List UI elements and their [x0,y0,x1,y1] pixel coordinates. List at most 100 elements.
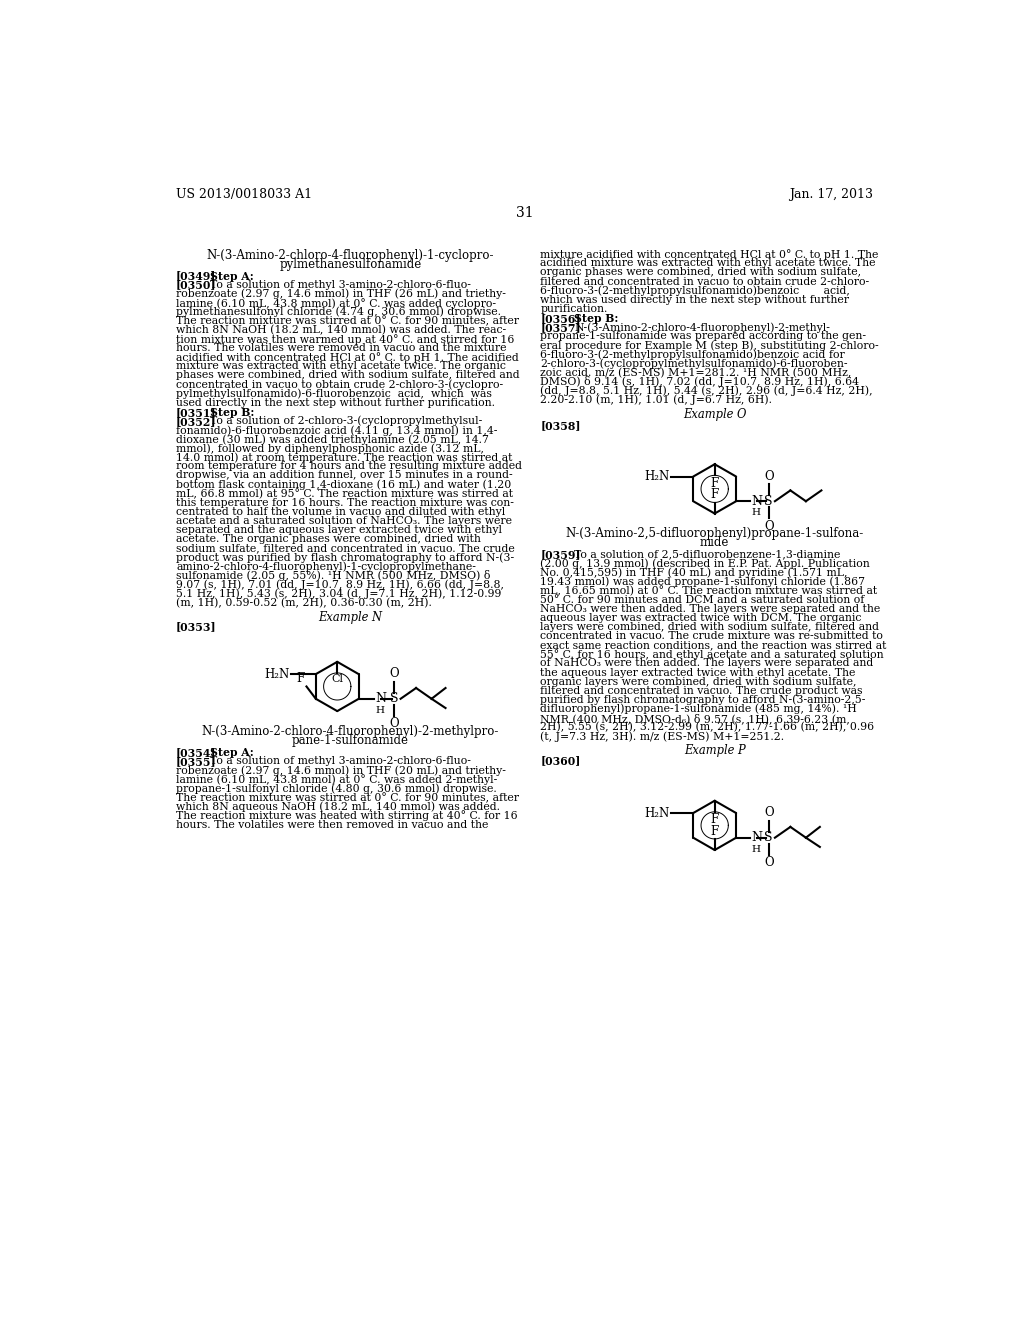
Text: 2.20-2.10 (m, 1H), 1.01 (d, J=6.7 Hz, 6H).: 2.20-2.10 (m, 1H), 1.01 (d, J=6.7 Hz, 6H… [541,395,772,405]
Text: mixture was extracted with ethyl acetate twice. The organic: mixture was extracted with ethyl acetate… [176,362,506,371]
Text: tion mixture was then warmed up at 40° C. and stirred for 16: tion mixture was then warmed up at 40° C… [176,334,514,345]
Text: To a solution of methyl 3-amino-2-chloro-6-fluo-: To a solution of methyl 3-amino-2-chloro… [210,756,471,766]
Text: robenzoate (2.97 g, 14.6 mmol) in THF (20 mL) and triethy-: robenzoate (2.97 g, 14.6 mmol) in THF (2… [176,766,506,776]
Text: H: H [375,706,384,714]
Text: 31: 31 [516,206,534,220]
Text: amino-2-chloro-4-fluorophenyl)-1-cyclopropylmethane-: amino-2-chloro-4-fluorophenyl)-1-cyclopr… [176,561,476,572]
Text: 55° C. for 16 hours, and ethyl acetate and a saturated solution: 55° C. for 16 hours, and ethyl acetate a… [541,649,884,660]
Text: H₂N: H₂N [645,807,670,820]
Text: this temperature for 16 hours. The reaction mixture was con-: this temperature for 16 hours. The react… [176,498,514,508]
Text: 14.0 mmol) at room temperature. The reaction was stirred at: 14.0 mmol) at room temperature. The reac… [176,453,512,463]
Text: the aqueous layer extracted twice with ethyl acetate. The: the aqueous layer extracted twice with e… [541,668,856,677]
Text: S: S [765,832,773,845]
Text: concentrated in vacuo to obtain crude 2-chloro-3-(cyclopro-: concentrated in vacuo to obtain crude 2-… [176,380,503,391]
Text: To a solution of 2-chloro-3-(cyclopropylmethylsul-: To a solution of 2-chloro-3-(cyclopropyl… [210,416,482,426]
Text: N-(3-Amino-2-chloro-4-fluorophenyl)-2-methylpro-: N-(3-Amino-2-chloro-4-fluorophenyl)-2-me… [202,725,499,738]
Text: lamine (6.10 mL, 43.8 mmol) at 0° C. was added 2-methyl-: lamine (6.10 mL, 43.8 mmol) at 0° C. was… [176,775,498,785]
Text: 5.1 Hz, 1H), 5.43 (s, 2H), 3.04 (d, J=7.1 Hz, 2H), 1.12-0.99: 5.1 Hz, 1H), 5.43 (s, 2H), 3.04 (d, J=7.… [176,589,502,599]
Text: O: O [764,807,773,820]
Text: 2-chloro-3-(cyclopropylmethylsulfonamido)-6-fluoroben-: 2-chloro-3-(cyclopropylmethylsulfonamido… [541,358,848,368]
Text: mide: mide [700,536,729,549]
Text: concentrated in vacuo. The crude mixture was re-submitted to: concentrated in vacuo. The crude mixture… [541,631,883,642]
Text: NMR (400 MHz, DMSO-d₆) δ 9.57 (s, 1H), 6.39-6.23 (m,: NMR (400 MHz, DMSO-d₆) δ 9.57 (s, 1H), 6… [541,713,850,723]
Text: propane-1-sulfonyl chloride (4.80 g, 30.6 mmol) dropwise.: propane-1-sulfonyl chloride (4.80 g, 30.… [176,783,497,793]
Text: H: H [752,508,761,517]
Text: pylmethanesulfonamide: pylmethanesulfonamide [280,259,422,272]
Text: H: H [752,845,761,854]
Text: 19.43 mmol) was added propane-1-sulfonyl chloride (1.867: 19.43 mmol) was added propane-1-sulfonyl… [541,577,865,587]
Text: (dd, J=8.8, 5.1 Hz, 1H), 5.44 (s, 2H), 2.96 (d, J=6.4 Hz, 2H),: (dd, J=8.8, 5.1 Hz, 1H), 5.44 (s, 2H), 2… [541,385,872,396]
Text: H₂N: H₂N [645,470,670,483]
Text: hours. The volatiles were removed in vacuo and the mixture: hours. The volatiles were removed in vac… [176,343,507,354]
Text: 6-fluoro-3-(2-methylpropylsulfonamido)benzoic acid for: 6-fluoro-3-(2-methylpropylsulfonamido)be… [541,350,845,360]
Text: [0356]: [0356] [541,313,581,323]
Text: filtered and concentrated in vacuo to obtain crude 2-chloro-: filtered and concentrated in vacuo to ob… [541,276,869,286]
Text: Step A:: Step A: [210,271,254,281]
Text: Step A:: Step A: [210,747,254,758]
Text: sodium sulfate, filtered and concentrated in vacuo. The crude: sodium sulfate, filtered and concentrate… [176,543,515,553]
Text: product was purified by flash chromatography to afford N-(3-: product was purified by flash chromatogr… [176,552,514,562]
Text: aqueous layer was extracted twice with DCM. The organic: aqueous layer was extracted twice with D… [541,612,861,623]
Text: O: O [764,520,773,533]
Text: [0357]: [0357] [541,322,581,333]
Text: filtered and concentrated in vacuo. The crude product was: filtered and concentrated in vacuo. The … [541,685,863,696]
Text: pane-1-sulfonamide: pane-1-sulfonamide [292,734,409,747]
Text: N: N [751,832,762,845]
Text: O: O [764,470,773,483]
Text: O: O [764,857,773,869]
Text: bottom flask containing 1,4-dioxane (16 mL) and water (1.20: bottom flask containing 1,4-dioxane (16 … [176,479,511,490]
Text: dropwise, via an addition funnel, over 15 minutes in a round-: dropwise, via an addition funnel, over 1… [176,470,513,480]
Text: propane-1-sulfonamide was prepared according to the gen-: propane-1-sulfonamide was prepared accor… [541,331,866,341]
Text: fonamido)-6-fluorobenzoic acid (4.11 g, 13.4 mmol) in 1,4-: fonamido)-6-fluorobenzoic acid (4.11 g, … [176,425,498,436]
Text: dioxane (30 mL) was added triethylamine (2.05 mL, 14.7: dioxane (30 mL) was added triethylamine … [176,434,488,445]
Text: centrated to half the volume in vacuo and diluted with ethyl: centrated to half the volume in vacuo an… [176,507,505,516]
Text: N-(3-Amino-2-chloro-4-fluorophenyl)-1-cyclopro-: N-(3-Amino-2-chloro-4-fluorophenyl)-1-cy… [207,249,495,263]
Text: S: S [765,495,773,508]
Text: exact same reaction conditions, and the reaction was stirred at: exact same reaction conditions, and the … [541,640,887,651]
Text: O: O [389,668,399,680]
Text: used directly in the next step without further purification.: used directly in the next step without f… [176,397,495,408]
Text: room temperature for 4 hours and the resulting mixture added: room temperature for 4 hours and the res… [176,461,522,471]
Text: The reaction mixture was stirred at 0° C. for 90 minutes, after: The reaction mixture was stirred at 0° C… [176,315,519,326]
Text: Jan. 17, 2013: Jan. 17, 2013 [790,187,873,201]
Text: (m, 1H), 0.59-0.52 (m, 2H), 0.36-0.30 (m, 2H).: (m, 1H), 0.59-0.52 (m, 2H), 0.36-0.30 (m… [176,598,432,609]
Text: mL, 16.65 mmol) at 0° C. The reaction mixture was stirred at: mL, 16.65 mmol) at 0° C. The reaction mi… [541,586,878,597]
Text: [0360]: [0360] [541,755,581,766]
Text: organic phases were combined, dried with sodium sulfate,: organic phases were combined, dried with… [541,268,861,277]
Text: N-(3-Amino-2,5-difluorophenyl)propane-1-sulfona-: N-(3-Amino-2,5-difluorophenyl)propane-1-… [565,528,864,540]
Text: F: F [711,813,719,826]
Text: which 8N aqueous NaOH (18.2 mL, 140 mmol) was added.: which 8N aqueous NaOH (18.2 mL, 140 mmol… [176,801,500,812]
Text: pylmethanesulfonyl chloride (4.74 g, 30.6 mmol) dropwise.: pylmethanesulfonyl chloride (4.74 g, 30.… [176,306,501,317]
Text: Example O: Example O [683,408,746,421]
Text: mL, 66.8 mmol) at 95° C. The reaction mixture was stirred at: mL, 66.8 mmol) at 95° C. The reaction mi… [176,488,513,499]
Text: [0358]: [0358] [541,421,581,432]
Text: H₂N: H₂N [264,668,290,681]
Text: purified by flash chromatography to afford N-(3-amino-2,5-: purified by flash chromatography to affo… [541,694,865,705]
Text: acetate. The organic phases were combined, dried with: acetate. The organic phases were combine… [176,535,481,544]
Text: hours. The volatiles were then removed in vacuo and the: hours. The volatiles were then removed i… [176,820,488,830]
Text: lamine (6.10 mL, 43.8 mmol) at 0° C. was added cyclopro-: lamine (6.10 mL, 43.8 mmol) at 0° C. was… [176,298,496,309]
Text: organic layers were combined, dried with sodium sulfate,: organic layers were combined, dried with… [541,677,857,686]
Text: No. 0,415,595) in THF (40 mL) and pyridine (1.571 mL,: No. 0,415,595) in THF (40 mL) and pyridi… [541,568,848,578]
Text: (2.00 g, 13.9 mmol) (described in E.P. Pat. Appl. Publication: (2.00 g, 13.9 mmol) (described in E.P. P… [541,558,870,569]
Text: sulfonamide (2.05 g, 55%). ¹H NMR (500 MHz, DMSO) δ: sulfonamide (2.05 g, 55%). ¹H NMR (500 M… [176,570,490,581]
Text: layers were combined, dried with sodium sulfate, filtered and: layers were combined, dried with sodium … [541,622,880,632]
Text: F: F [711,477,719,490]
Text: N: N [751,495,762,508]
Text: 6-fluoro-3-(2-methylpropylsulfonamido)benzoic       acid,: 6-fluoro-3-(2-methylpropylsulfonamido)be… [541,285,850,296]
Text: acetate and a saturated solution of NaHCO₃. The layers were: acetate and a saturated solution of NaHC… [176,516,512,525]
Text: [0359]: [0359] [541,549,581,561]
Text: S: S [390,692,398,705]
Text: [0352]: [0352] [176,416,216,426]
Text: purification.: purification. [541,304,607,314]
Text: Step B:: Step B: [210,407,255,418]
Text: [0353]: [0353] [176,622,217,632]
Text: separated and the aqueous layer extracted twice with ethyl: separated and the aqueous layer extracte… [176,525,502,535]
Text: acidified with concentrated HCl at 0° C. to pH 1. The acidified: acidified with concentrated HCl at 0° C.… [176,352,519,363]
Text: N: N [375,692,386,705]
Text: (t, J=7.3 Hz, 3H). m/z (ES-MS) M+1=251.2.: (t, J=7.3 Hz, 3H). m/z (ES-MS) M+1=251.2… [541,731,784,742]
Text: N-(3-Amino-2-chloro-4-fluorophenyl)-2-methyl-: N-(3-Amino-2-chloro-4-fluorophenyl)-2-me… [574,322,830,333]
Text: [0349]: [0349] [176,271,216,281]
Text: 50° C. for 90 minutes and DCM and a saturated solution of: 50° C. for 90 minutes and DCM and a satu… [541,595,864,605]
Text: difluorophenyl)propane-1-sulfonamide (485 mg, 14%). ¹H: difluorophenyl)propane-1-sulfonamide (48… [541,704,857,714]
